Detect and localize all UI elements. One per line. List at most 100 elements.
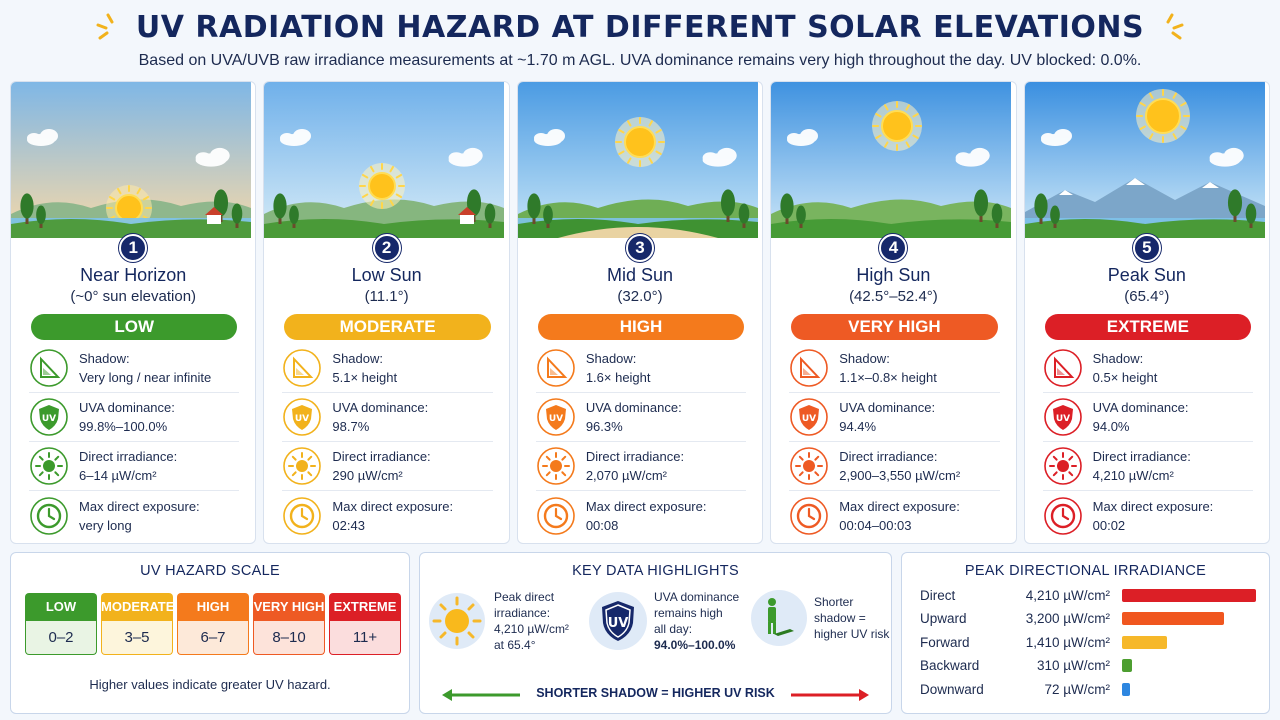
stage-elevation: (42.5°–52.4°): [849, 288, 938, 305]
direction-bar: [1122, 588, 1256, 602]
stage-card: 4 High Sun (42.5°–52.4°) VERY HIGH Shado…: [770, 81, 1017, 544]
stage-metrics: Shadow: 0.5× height UV UVA dominance: 94.0…: [1042, 344, 1254, 540]
stage-metrics: Shadow: 1.1×–0.8× height UV UVA dominance…: [789, 344, 1000, 540]
scene: [11, 82, 255, 238]
irradiance-metric: Direct irradiance: 290 µW/cm²: [282, 442, 493, 491]
shadow-metric: Shadow: 5.1× height: [282, 344, 493, 393]
uv-shield-icon: UV: [1043, 398, 1082, 436]
metric-value: 96.3%: [585, 419, 623, 434]
arrow-left-icon: [442, 689, 520, 701]
scene: [517, 82, 762, 238]
uva-line2: remains high: [654, 606, 723, 620]
uva-metric: UV UVA dominance: 98.7%: [282, 393, 493, 442]
scale-note: Higher values indicate greater UV hazard…: [89, 677, 331, 692]
landscape-illustration: [771, 82, 1012, 238]
stage-elevation: (65.4°): [1124, 288, 1170, 305]
key-data-highlights-panel: KEY DATA HIGHLIGHTS Peak direct irradian…: [419, 552, 892, 714]
scale-range: 3–5: [101, 621, 173, 655]
irradiance-metric: Direct irradiance: 4,210 µW/cm²: [1042, 442, 1254, 491]
metric-value: 02:43: [332, 517, 365, 533]
scale-label: HIGH: [177, 593, 249, 621]
direction-value: 1,410 µW/cm²: [1025, 634, 1110, 650]
peak-irradiance-highlight: Peak direct irradiance: 4,210 µW/cm² at …: [428, 589, 569, 653]
uv-hazard-scale-panel: UV HAZARD SCALE LOW 0–2 MODERATE 3–5 HIGH …: [10, 552, 410, 714]
metric-label: Direct irradiance:: [839, 449, 938, 464]
uv-shield-icon: UV: [537, 398, 575, 436]
metric-value: 1.6× height: [585, 370, 651, 385]
shadow-icon: [790, 349, 829, 387]
metric-label: Direct irradiance:: [1092, 449, 1191, 464]
scale-label: LOW: [25, 593, 97, 621]
arrow-right-icon: [791, 689, 869, 701]
stage-number: 1: [119, 234, 148, 262]
clock-icon: [1043, 496, 1082, 535]
scene: [1024, 82, 1269, 238]
metric-label: UVA dominance:: [585, 400, 682, 415]
metric-value: very long: [79, 517, 132, 533]
panel-title: PEAK DIRECTIONAL IRRADIANCE: [964, 563, 1207, 579]
uva-metric: UV UVA dominance: 96.3%: [535, 393, 747, 442]
sun-icon: [790, 447, 829, 485]
shadow-line3: higher UV risk: [814, 627, 890, 641]
svg-text:UV: UV: [802, 414, 816, 424]
stage-metrics: Shadow: 5.1× height UV UVA dominance: 98.7…: [282, 344, 493, 540]
metric-label: Direct irradiance:: [585, 449, 685, 464]
shadow-metric: Shadow: 1.6× height: [535, 344, 747, 393]
stage-card: 1 Near Horizon (~0° sun elevation) LOW S…: [10, 81, 257, 544]
uv-level-badge: HIGH: [537, 314, 745, 340]
stage-number: 2: [372, 234, 401, 262]
direction-value: 310 µW/cm²: [1036, 658, 1110, 673]
stage-number: 3: [626, 234, 655, 262]
landscape-illustration: [517, 82, 758, 238]
uva-line3: all day:: [654, 622, 693, 636]
exposure-metric: Max direct exposure: 00:04–00:03: [789, 491, 999, 540]
directional-row: Backward 310 µW/cm²: [920, 656, 1260, 676]
metric-value: 94.0%: [1092, 419, 1130, 434]
uva-metric: UV UVA dominance: 94.0%: [1042, 393, 1254, 442]
metric-label: UVA dominance:: [839, 400, 936, 415]
scale-range: 8–10: [253, 621, 325, 655]
shadow-highlight: Shorter shadow = higher UV risk: [750, 589, 889, 647]
direction-bar: [1122, 635, 1167, 649]
uv-level-badge: VERY HIGH: [791, 314, 998, 340]
page-title: UV RADIATION HAZARD AT DIFFERENT SOLAR E…: [135, 9, 1145, 45]
scale-range: 11+: [329, 621, 401, 655]
uv-shield-icon: UV: [283, 398, 322, 436]
metric-value: 0.5× height: [1092, 370, 1158, 385]
shadow-line2: shadow =: [814, 611, 866, 625]
metric-value: 4,210 µW/cm²: [1092, 468, 1174, 483]
uv-level-badge: EXTREME: [1044, 314, 1252, 340]
irradiance-metric: Direct irradiance: 6–14 µW/cm²: [29, 442, 240, 491]
shadow-icon: [30, 349, 68, 387]
stage-name: Near Horizon: [80, 265, 187, 285]
shadow-icon: [537, 349, 575, 387]
metric-label: Shadow:: [585, 351, 637, 366]
sun-icon: [30, 447, 68, 485]
stage-number: 5: [1132, 234, 1161, 262]
stage-number: 4: [879, 234, 908, 262]
metric-value: 2,070 µW/cm²: [585, 468, 667, 483]
hazard-scale: LOW 0–2 MODERATE 3–5 HIGH 6–7 VERY HIGH 8–1…: [25, 593, 401, 655]
uva-value: 94.0%–100.0%: [654, 638, 736, 652]
metric-label: Shadow:: [332, 351, 383, 366]
directional-row: Upward 3,200 µW/cm²: [920, 609, 1260, 629]
clock-icon: [283, 496, 322, 535]
scale-label: MODERATE: [101, 593, 174, 621]
landscape-illustration: [264, 82, 505, 238]
metric-label: UVA dominance:: [79, 400, 175, 415]
metric-label: Max direct exposure:: [79, 498, 200, 514]
metric-label: Max direct exposure:: [585, 498, 707, 514]
stage-name: Low Sun: [351, 265, 422, 285]
scene: [771, 82, 1015, 238]
uv-level-badge: LOW: [31, 314, 238, 340]
svg-text:UV: UV: [549, 414, 563, 424]
uv-shield-icon: UV: [790, 398, 829, 436]
uva-metric: UV UVA dominance: 99.8%–100.0%: [29, 393, 240, 442]
metric-label: Max direct exposure:: [1092, 498, 1214, 514]
metric-label: Direct irradiance:: [332, 449, 431, 464]
direction-bar: [1122, 659, 1132, 672]
metric-value: Very long / near infinite: [79, 370, 212, 385]
irradiance-metric: Direct irradiance: 2,070 µW/cm²: [535, 442, 747, 491]
direction-value: 72 µW/cm²: [1044, 681, 1110, 697]
page-subtitle: Based on UVA/UVB raw irradiance measurem…: [138, 52, 1142, 69]
